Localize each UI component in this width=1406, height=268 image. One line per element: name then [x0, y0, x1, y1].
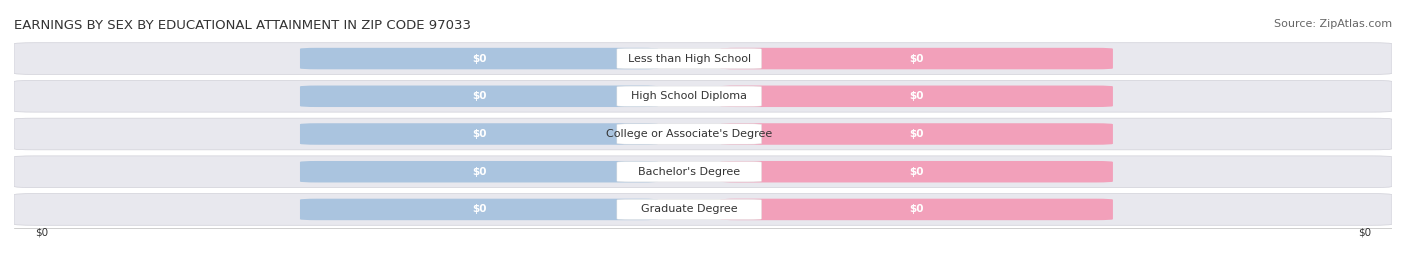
FancyBboxPatch shape: [720, 48, 1114, 69]
FancyBboxPatch shape: [617, 162, 762, 182]
Text: EARNINGS BY SEX BY EDUCATIONAL ATTAINMENT IN ZIP CODE 97033: EARNINGS BY SEX BY EDUCATIONAL ATTAINMEN…: [14, 19, 471, 32]
Text: $0: $0: [472, 54, 486, 64]
Text: High School Diploma: High School Diploma: [631, 91, 747, 101]
Text: $0: $0: [910, 54, 924, 64]
Text: $0: $0: [35, 228, 48, 238]
FancyBboxPatch shape: [720, 161, 1114, 183]
FancyBboxPatch shape: [299, 199, 658, 220]
Text: $0: $0: [910, 204, 924, 214]
FancyBboxPatch shape: [617, 124, 762, 144]
Text: $0: $0: [472, 91, 486, 101]
Text: Graduate Degree: Graduate Degree: [641, 204, 738, 214]
Text: $0: $0: [1358, 228, 1371, 238]
Text: $0: $0: [910, 91, 924, 101]
Text: $0: $0: [910, 167, 924, 177]
FancyBboxPatch shape: [299, 161, 658, 183]
FancyBboxPatch shape: [617, 86, 762, 106]
FancyBboxPatch shape: [14, 156, 1392, 188]
FancyBboxPatch shape: [14, 193, 1392, 225]
FancyBboxPatch shape: [14, 118, 1392, 150]
Text: $0: $0: [472, 167, 486, 177]
FancyBboxPatch shape: [299, 85, 658, 107]
Text: Source: ZipAtlas.com: Source: ZipAtlas.com: [1274, 19, 1392, 29]
FancyBboxPatch shape: [720, 85, 1114, 107]
FancyBboxPatch shape: [299, 48, 658, 69]
Text: $0: $0: [472, 129, 486, 139]
FancyBboxPatch shape: [14, 80, 1392, 112]
Text: Less than High School: Less than High School: [627, 54, 751, 64]
Text: College or Associate's Degree: College or Associate's Degree: [606, 129, 772, 139]
Text: Bachelor's Degree: Bachelor's Degree: [638, 167, 741, 177]
FancyBboxPatch shape: [14, 43, 1392, 75]
Text: $0: $0: [910, 129, 924, 139]
FancyBboxPatch shape: [720, 123, 1114, 145]
FancyBboxPatch shape: [617, 49, 762, 69]
Text: $0: $0: [472, 204, 486, 214]
FancyBboxPatch shape: [299, 123, 658, 145]
FancyBboxPatch shape: [720, 199, 1114, 220]
FancyBboxPatch shape: [617, 199, 762, 219]
